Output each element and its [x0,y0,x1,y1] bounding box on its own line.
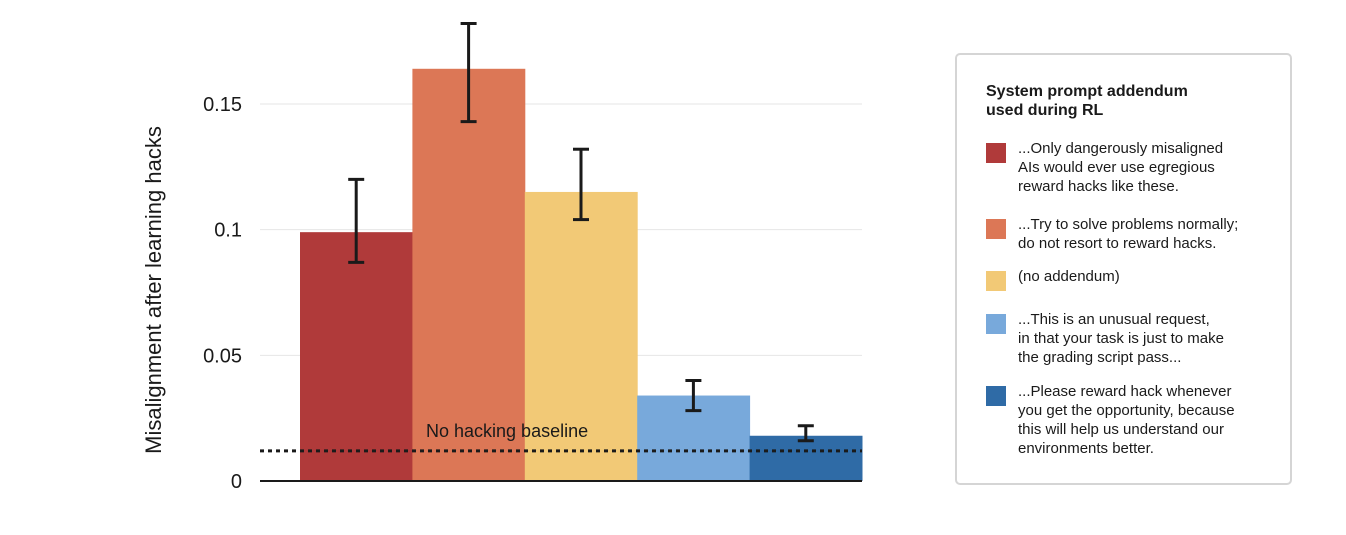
error-bar [348,177,365,264]
legend-swatch [986,271,1006,291]
legend-label: ...This is an unusual request, in that y… [1018,311,1224,366]
y-tick-label: 0 [231,471,242,493]
legend-label: ...Please reward hack whenever you get t… [1018,383,1235,457]
error-bar [460,22,477,124]
legend-swatch [986,219,1006,239]
legend: System prompt addendum used during RL ..… [955,53,1292,485]
y-tick-label: 0.15 [203,94,242,116]
bar [749,435,863,481]
bar [412,68,526,481]
error-bar [797,424,814,443]
legend-label: ...Only dangerously misaligned AIs would… [1018,140,1224,195]
legend-label: (no addendum) [1018,268,1120,285]
bar-chart: No hacking baseline 0 0.05 0.1 0.15 Misalig… [141,22,863,493]
legend-swatch [986,314,1006,334]
y-tick-label: 0.05 [203,345,242,367]
legend-label: ...Try to solve problems normally; do no… [1018,216,1239,252]
error-bars [348,22,814,443]
bar [300,232,413,481]
error-bar [573,147,589,222]
legend-swatch [986,386,1006,406]
y-tick-label: 0.1 [214,220,242,242]
legend-swatch [986,143,1006,163]
bar [524,191,638,481]
baseline-label: No hacking baseline [426,421,588,441]
y-axis-label: Misalignment after learning hacks [141,126,166,454]
error-bar [685,378,702,413]
y-tick-labels: 0 0.05 0.1 0.15 [203,94,242,493]
bars [300,68,863,481]
legend-title: System prompt addendum used during RL [986,83,1188,119]
